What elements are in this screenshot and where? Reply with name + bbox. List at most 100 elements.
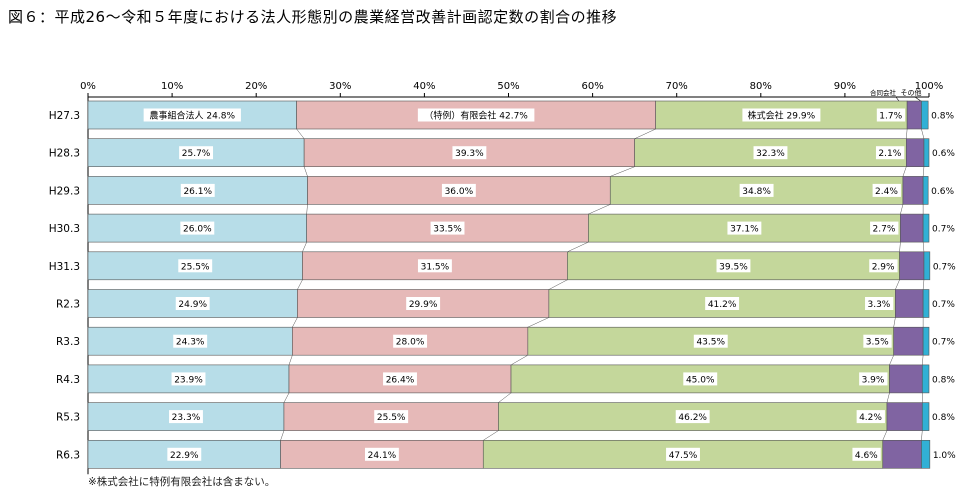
series-connector-line [882, 430, 888, 441]
data-label: 0.7% [932, 300, 955, 310]
data-label: 25.7% [182, 149, 211, 159]
bar-segment [921, 439, 931, 469]
data-label-box [171, 372, 206, 386]
series-connector-line [510, 354, 528, 366]
data-label: 0.6% [932, 149, 955, 159]
series-connector-line [893, 317, 896, 328]
x-tick-label: 90% [834, 81, 856, 92]
data-label: 25.5% [377, 413, 406, 423]
bar-segment [87, 289, 298, 318]
data-label-box [876, 108, 906, 122]
data-label: 23.9% [174, 375, 203, 385]
series-connector-line [886, 392, 890, 403]
bar-segment [886, 402, 923, 431]
data-label-box [666, 447, 700, 461]
bar-segment [922, 176, 929, 205]
x-tick-label: 80% [750, 81, 772, 92]
category-label: H30.3 [49, 223, 80, 235]
data-label: 36.0% [445, 187, 474, 197]
series-connector-line [283, 392, 290, 403]
data-label-box [383, 372, 417, 386]
series-connector-line [498, 392, 512, 403]
data-label: 29.9% [409, 300, 438, 310]
series-connector-line [302, 242, 307, 252]
bar-segment [923, 138, 930, 167]
data-label-box [175, 297, 210, 310]
x-tick-label: 0% [80, 81, 96, 92]
category-label: R4.3 [56, 374, 80, 386]
data-label: 0.8% [931, 112, 954, 122]
data-label-box [852, 447, 881, 461]
data-label: 32.3% [756, 149, 785, 159]
bar-segment [922, 213, 930, 243]
category-label: H28.3 [49, 148, 80, 160]
data-label: 0.8% [932, 375, 955, 385]
category-label: R3.3 [56, 336, 80, 348]
bar-segment [882, 439, 922, 469]
bar-segment [923, 251, 931, 281]
bar-segment [922, 289, 930, 318]
data-label-box [180, 221, 215, 235]
bar-segment [900, 213, 924, 243]
category-label: R2.3 [56, 299, 80, 311]
x-tick-label: 20% [245, 81, 267, 92]
data-label-box [374, 410, 409, 424]
series-connector-line [292, 317, 298, 328]
series-name-label: 合同会社 [870, 88, 897, 97]
series-connector-line [922, 279, 925, 290]
x-tick-label: 70% [666, 81, 688, 92]
series-connector-line [900, 204, 904, 215]
data-label-box [872, 183, 901, 197]
bar-segment [902, 176, 924, 205]
data-label: 39.3% [455, 149, 484, 159]
data-label: 41.2% [708, 300, 737, 310]
series-connector-line [588, 204, 611, 215]
series-connector-line [906, 128, 908, 139]
bar-segment [921, 100, 929, 130]
data-label: 0.7% [932, 338, 955, 348]
series-connector-line [296, 128, 305, 139]
bar-segment [921, 402, 930, 431]
series-connector-line [921, 128, 925, 139]
data-label-box [727, 221, 762, 235]
category-label: R6.3 [56, 449, 80, 461]
data-label: 46.2% [678, 413, 707, 423]
series-connector-line [922, 355, 924, 365]
bar-segment [905, 138, 925, 167]
data-label: 3.5% [866, 338, 889, 348]
data-label-box [716, 259, 751, 273]
data-label: 0.7% [933, 262, 956, 272]
data-label: 37.1% [730, 225, 759, 235]
data-label-box [875, 146, 905, 160]
data-label-box [178, 259, 213, 273]
data-label: 45.0% [686, 375, 715, 385]
data-label: 2.9% [872, 262, 895, 272]
data-label-box [441, 183, 476, 197]
data-label-box [865, 297, 894, 310]
data-label: 31.5% [421, 262, 450, 272]
data-label-box [742, 108, 821, 122]
data-label-box [364, 447, 399, 461]
data-label: 1.7% [879, 112, 902, 122]
data-label: （特例）有限会社 42.7% [424, 110, 528, 122]
data-label-box [863, 334, 892, 348]
x-tick-label: 50% [497, 81, 519, 92]
series-connector-line [922, 242, 925, 252]
data-label: 4.6% [855, 451, 878, 461]
data-label-box [417, 108, 535, 122]
data-label: 33.5% [433, 225, 462, 235]
data-label-box [169, 410, 203, 424]
data-label-box [683, 372, 718, 386]
x-tick-label: 60% [581, 81, 603, 92]
data-label: 26.4% [386, 375, 415, 385]
series-connector-line [902, 166, 907, 177]
data-label-box [705, 297, 740, 310]
series-connector-line [297, 279, 303, 290]
data-label-box [167, 447, 202, 461]
bar-segment [893, 326, 924, 356]
series-connector-line [483, 430, 499, 441]
data-label: 24.1% [368, 451, 397, 461]
data-label-box [393, 334, 428, 348]
data-label: 43.5% [696, 338, 725, 348]
